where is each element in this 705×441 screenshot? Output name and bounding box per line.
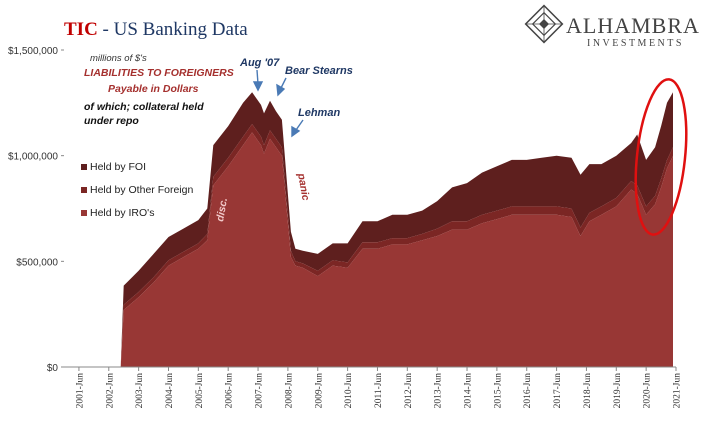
x-tick-label: 2013-Jun xyxy=(434,373,444,409)
x-tick-label: 2012-Jun xyxy=(404,373,414,409)
legend-item-iro: Held by IRO's xyxy=(81,207,154,219)
alhambra-logo: ALHAMBRA INVESTMENTS xyxy=(524,4,700,49)
legend-label-iro: Held by IRO's xyxy=(90,207,154,219)
x-tick-label: 2019-Jun xyxy=(613,373,623,409)
logo-diamond-icon xyxy=(524,4,564,44)
x-tick-label: 2016-Jun xyxy=(523,373,533,409)
subheading-repo: under repo xyxy=(84,115,139,127)
x-tick-label: 2003-Jun xyxy=(135,373,145,409)
x-tick-label: 2004-Jun xyxy=(165,373,175,409)
y-tick-label: $0 xyxy=(47,363,59,374)
y-tick-label: $500,000 xyxy=(16,257,58,268)
y-tick-label: $1,500,000 xyxy=(8,46,58,57)
arrow-bear-head xyxy=(276,83,286,97)
disc-label: disc. xyxy=(214,197,230,223)
x-tick-label: 2021-Jun xyxy=(673,373,683,409)
chart-title: TIC - US Banking Data xyxy=(64,19,248,40)
legend-item-foi: Held by FOI xyxy=(81,161,146,173)
logo-name: ALHAMBRA xyxy=(566,13,700,38)
highlight-circle xyxy=(634,78,688,236)
heading-liabilities: LIABILITIES TO FOREIGNERS xyxy=(84,67,234,79)
y-tick-label: $1,000,000 xyxy=(8,152,58,163)
legend-item-other-foreign: Held by Other Foreign xyxy=(81,184,193,196)
heading-payable: Payable in Dollars xyxy=(108,83,199,95)
x-tick-label: 2008-Jun xyxy=(284,373,294,409)
legend-swatch-other-foreign xyxy=(81,187,87,193)
legend-swatch-iro xyxy=(81,210,87,216)
arrow-lehman xyxy=(295,119,304,131)
x-tick-label: 2010-Jun xyxy=(344,373,354,409)
x-tick-label: 2006-Jun xyxy=(225,373,235,409)
x-tick-label: 2017-Jun xyxy=(553,373,563,409)
units-label: millions of $'s xyxy=(90,53,147,64)
y-axis-ticks: $0 $500,000 $1,000,000 $1,500,000 xyxy=(8,46,64,374)
arrow-bear xyxy=(280,77,287,89)
legend: Held by FOI Held by Other Foreign Held b… xyxy=(81,161,193,219)
x-tick-label: 2007-Jun xyxy=(255,373,265,409)
x-tick-label: 2005-Jun xyxy=(195,373,205,409)
event-aug07-label: Aug '07 xyxy=(239,57,280,69)
area-held-by-foi xyxy=(120,92,673,368)
x-tick-label: 2009-Jun xyxy=(314,373,324,409)
x-tick-label: 2001-Jun xyxy=(75,373,85,409)
arrow-lehman-head xyxy=(291,125,301,138)
x-tick-label: 2002-Jun xyxy=(105,373,115,409)
legend-swatch-foi xyxy=(81,164,87,170)
legend-label-foi: Held by FOI xyxy=(90,161,146,173)
stacked-areas xyxy=(120,92,673,368)
arrow-aug07-head xyxy=(252,81,264,92)
x-axis-ticks: 2001-Jun 2002-Jun 2003-Jun 2004-Jun 2005-Jun… xyxy=(75,367,683,409)
x-tick-label: 2018-Jun xyxy=(583,373,593,409)
event-bear-stearns-label: Bear Stearns xyxy=(285,65,353,77)
area-held-by-iro xyxy=(120,132,673,367)
panic-label: panic xyxy=(295,171,312,201)
plot-area: $0$500,000$1,000,000$1,500,000 2001-Jun 2… xyxy=(8,46,683,408)
logo-subtitle: INVESTMENTS xyxy=(587,38,684,49)
legend-label-other-foreign: Held by Other Foreign xyxy=(90,184,193,196)
x-tick-label: 2011-Jun xyxy=(374,373,384,408)
x-tick-label: 2014-Jun xyxy=(464,373,474,409)
event-lehman-label: Lehman xyxy=(298,107,340,119)
event-arrows xyxy=(252,69,304,138)
x-tick-label: 2015-Jun xyxy=(493,373,503,409)
x-tick-label: 2020-Jun xyxy=(643,373,653,409)
subheading-collateral: of which; collateral held xyxy=(84,101,204,113)
